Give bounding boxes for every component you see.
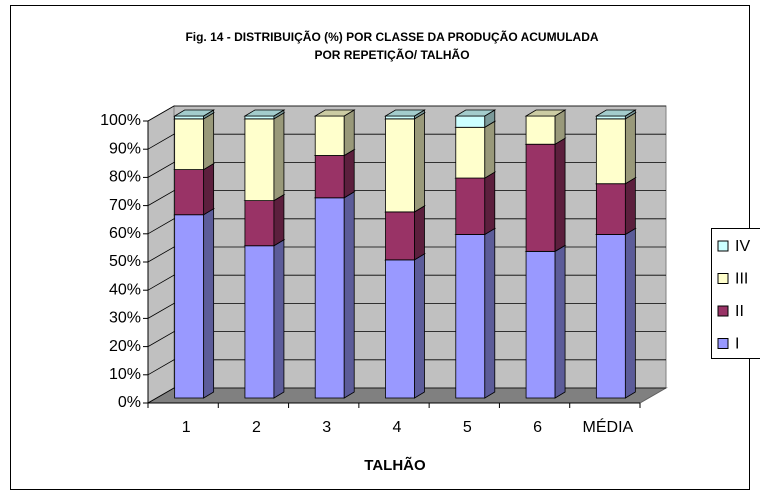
grid-line (147, 190, 666, 206)
bar-segment (455, 177, 486, 235)
bar-top (313, 109, 356, 117)
bar-segment (244, 115, 275, 120)
grid-line (147, 105, 666, 122)
bar-segment (455, 115, 486, 128)
grid-line (147, 218, 666, 235)
bar-side (203, 112, 215, 171)
grid-line (147, 246, 666, 263)
bar-side (414, 112, 425, 213)
x-tick-label: MÉDIA (583, 417, 634, 436)
bar-side (554, 137, 566, 253)
bar-side (203, 162, 215, 216)
bar-top (173, 109, 216, 117)
y-tick-label: 30% (109, 310, 141, 327)
bar-side (414, 205, 425, 261)
bar-segment (314, 155, 345, 199)
y-tick-label: 70% (109, 197, 141, 214)
bar-segment (244, 245, 275, 399)
bar-segment (595, 115, 626, 120)
y-tick-label: 90% (109, 140, 141, 157)
x-tick-label: 5 (463, 419, 472, 436)
bar-side (203, 207, 215, 399)
bar-top (524, 109, 567, 117)
bar-side (624, 176, 636, 236)
bar-side (484, 120, 496, 179)
bar-side (414, 253, 425, 399)
y-tick-label: 50% (109, 253, 141, 270)
grid-line (147, 302, 666, 319)
legend-swatch (717, 338, 729, 349)
grid-line (147, 387, 666, 404)
bar-segment (385, 115, 415, 120)
y-tick-label: 40% (109, 281, 141, 298)
legend-swatch (717, 305, 729, 317)
bar-segment (314, 197, 345, 399)
bar-side (273, 239, 285, 399)
bar-top (454, 109, 497, 117)
legend-label: III (735, 271, 748, 288)
bar-segment (174, 169, 205, 216)
bar-side (484, 171, 496, 236)
bar-top (384, 109, 426, 117)
bar-side (343, 148, 355, 199)
bar-segment (595, 234, 626, 399)
bar-segment (595, 183, 626, 235)
grid-line (147, 331, 666, 347)
grid-line (147, 274, 666, 291)
x-tick-label: 2 (252, 419, 261, 436)
bar-top (594, 109, 637, 117)
bar-side (343, 191, 355, 399)
bar-side (484, 227, 496, 399)
bar-side (273, 193, 285, 247)
legend-label: IV (735, 238, 750, 255)
bar-segment (455, 126, 486, 179)
grid-line (147, 359, 666, 376)
bar-side (273, 112, 285, 202)
x-tick-label: 6 (533, 419, 542, 436)
legend-swatch (717, 240, 729, 252)
x-tick-label: 4 (393, 419, 402, 436)
bar-segment (174, 115, 205, 120)
x-tick-label: 3 (322, 419, 331, 436)
x-tick-label: 1 (182, 419, 191, 436)
bar-segment (525, 143, 556, 252)
bar-segment (525, 115, 556, 145)
bar-top (243, 109, 286, 117)
bar-segment (385, 118, 415, 213)
grid-line (147, 161, 666, 178)
y-tick-label: 20% (109, 338, 141, 355)
chart-title: Fig. 14 - DISTRIBUIÇÃO (%) POR CLASSE DA… (185, 29, 598, 44)
bar-segment (174, 214, 205, 399)
bar-segment (595, 118, 626, 185)
bar-side (343, 109, 355, 157)
y-tick-label: 100% (100, 112, 141, 129)
bar-side (624, 227, 636, 399)
bar-segment (244, 200, 275, 247)
y-tick-label: 60% (109, 225, 141, 242)
bar-segment (314, 115, 345, 156)
chart-title: POR REPETIÇÃO/ TALHÃO (314, 47, 469, 62)
bar-segment (244, 118, 275, 201)
legend-swatch (717, 273, 729, 284)
bar-segment (174, 118, 205, 170)
bar-side (554, 244, 566, 399)
x-axis-title: TALHÃO (364, 456, 426, 474)
bar-segment (385, 259, 415, 399)
bar-side (624, 112, 636, 185)
bar-segment (455, 234, 486, 399)
y-tick-label: 10% (109, 366, 141, 383)
y-tick-label: 80% (109, 169, 141, 186)
grid-line (147, 133, 666, 150)
bar-segment (385, 211, 415, 261)
legend-label: I (735, 336, 739, 353)
bar-segment (525, 250, 556, 399)
legend-label: II (735, 303, 744, 320)
y-tick-label: 0% (118, 394, 141, 411)
